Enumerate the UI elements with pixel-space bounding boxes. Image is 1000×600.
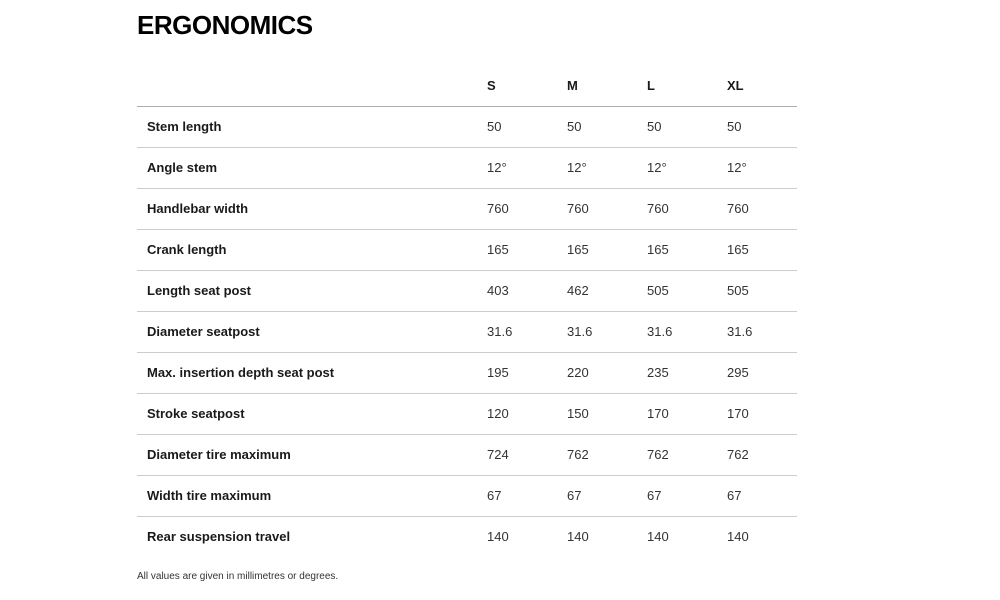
spec-label: Handlebar width [147,201,249,216]
spec-label: Diameter seatpost [147,324,260,339]
spec-value: 67 [487,488,502,503]
spec-value: 31.6 [727,324,753,339]
spec-label: Angle stem [147,160,218,175]
spec-value: 120 [487,406,509,421]
ergonomics-table: S M L XL Stem length 50 50 50 50 Angle s… [137,65,797,557]
table-row: Length seat post 403 462 505 505 [137,270,797,311]
spec-value: 140 [567,529,589,545]
spec-value: 12° [647,160,667,175]
spec-value: 760 [487,201,509,216]
spec-value: 170 [647,406,669,421]
spec-value: 50 [567,119,582,134]
spec-value: 31.6 [567,324,593,339]
spec-value: 760 [567,201,589,216]
label-column-header [137,65,487,107]
spec-value: 760 [727,201,749,216]
footnote: All values are given in millimetres or d… [137,571,339,582]
table-row: Diameter tire maximum 724 762 762 762 [137,434,797,475]
ergonomics-section: ERGONOMICS S M L XL Stem length 50 50 [137,12,797,582]
table-row: Max. insertion depth seat post 195 220 2… [137,352,797,393]
spec-value: 165 [727,242,749,257]
spec-label: Stroke seatpost [147,406,245,421]
page-title: ERGONOMICS [137,10,313,40]
spec-value: 505 [727,283,749,298]
table-header-row: S M L XL [137,65,797,107]
table-row: Diameter seatpost 31.6 31.6 31.6 31.6 [137,311,797,352]
spec-value: 762 [647,447,669,462]
spec-value: 150 [567,406,589,421]
size-column-header-s: S [487,65,567,107]
table-row: Rear suspension travel 140 140 140 140 [137,516,797,557]
spec-value: 140 [647,529,669,545]
spec-value: 165 [567,242,589,257]
spec-label: Diameter tire maximum [147,447,291,462]
spec-label: Width tire maximum [147,488,272,503]
spec-value: 762 [567,447,589,462]
spec-label: Crank length [147,242,227,257]
spec-value: 462 [567,283,589,298]
spec-value: 195 [487,365,509,380]
size-column-header-xl: XL [727,65,797,107]
table-row: Angle stem 12° 12° 12° 12° [137,147,797,188]
spec-value: 762 [727,447,749,462]
spec-label: Max. insertion depth seat post [147,365,335,380]
spec-value: 12° [727,160,747,175]
spec-value: 403 [487,283,509,298]
spec-value: 50 [647,119,662,134]
spec-value: 31.6 [647,324,673,339]
size-column-header-m: M [567,65,647,107]
size-column-header-l: L [647,65,727,107]
spec-value: 67 [727,488,742,503]
spec-value: 67 [647,488,662,503]
spec-value: 220 [567,365,589,380]
spec-label: Rear suspension travel [147,529,291,545]
spec-label: Length seat post [147,283,252,298]
spec-value: 165 [487,242,509,257]
spec-value: 235 [647,365,669,380]
table-row: Handlebar width 760 760 760 760 [137,188,797,229]
spec-value: 140 [487,529,509,545]
spec-value: 724 [487,447,509,462]
spec-value: 140 [727,529,749,545]
table-row: Stem length 50 50 50 50 [137,106,797,147]
spec-value: 760 [647,201,669,216]
table-row: Stroke seatpost 120 150 170 170 [137,393,797,434]
spec-value: 50 [727,119,742,134]
spec-value: 505 [647,283,669,298]
spec-value: 165 [647,242,669,257]
spec-label: Stem length [147,119,222,134]
spec-value: 295 [727,365,749,380]
table-row: Width tire maximum 67 67 67 67 [137,475,797,516]
spec-value: 67 [567,488,582,503]
spec-value: 12° [567,160,587,175]
spec-value: 50 [487,119,502,134]
spec-value: 12° [487,160,507,175]
table-row: Crank length 165 165 165 165 [137,229,797,270]
spec-value: 31.6 [487,324,513,339]
spec-value: 170 [727,406,749,421]
